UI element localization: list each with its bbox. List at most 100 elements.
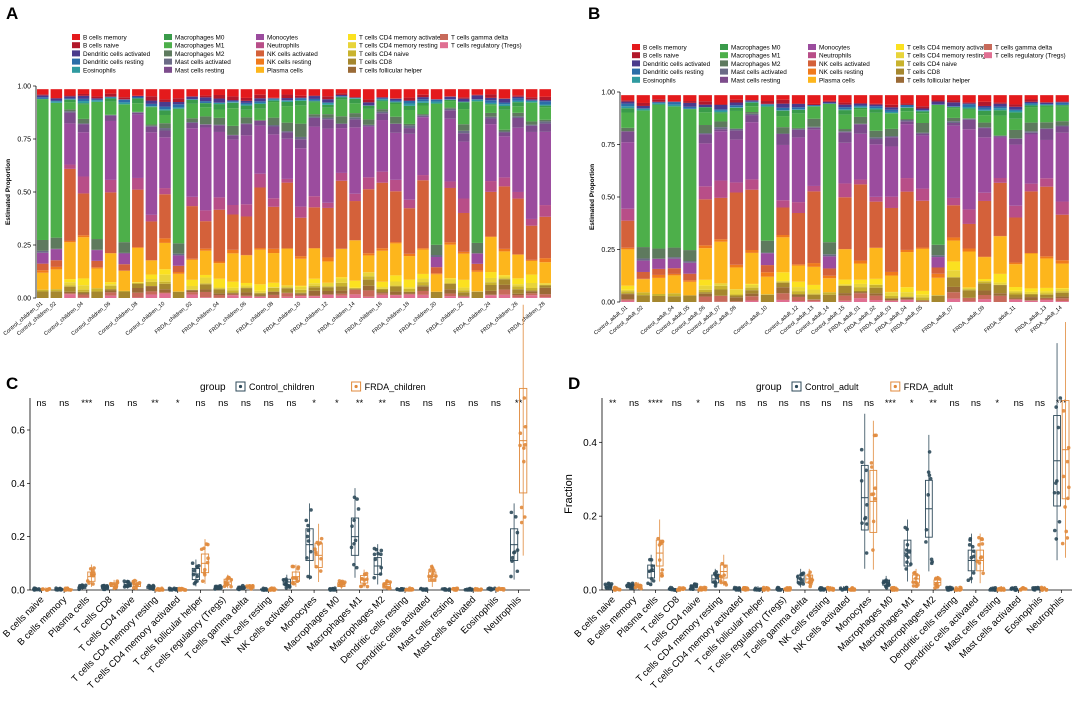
bar-segment (444, 244, 456, 279)
bar-segment (376, 293, 389, 295)
bar-segment (760, 103, 775, 105)
bar-segment (539, 105, 551, 108)
bar-segment (791, 109, 806, 110)
bar-segment (362, 285, 375, 291)
bar-segment (1040, 186, 1054, 257)
bar-segment (1040, 104, 1054, 105)
bar-segment (729, 301, 743, 302)
significance-label: * (696, 398, 700, 409)
legend-group-label: Control_children (249, 382, 315, 392)
legend-swatch (72, 66, 80, 73)
frda-point (935, 581, 939, 586)
bar-segment (376, 288, 389, 290)
frda-point (319, 556, 323, 561)
control-point (736, 587, 741, 592)
bar-segment (931, 104, 945, 245)
bar-segment (362, 253, 375, 256)
bar-segment (621, 100, 635, 102)
control-point (447, 587, 452, 591)
control-point (283, 582, 287, 587)
bar-segment (1040, 128, 1054, 130)
bar-segment (295, 217, 307, 257)
bar-segment (853, 105, 868, 107)
bar-segment (915, 247, 930, 249)
bar-segment (227, 139, 239, 206)
frda-point (183, 588, 187, 592)
significance-label: ** (929, 398, 937, 409)
bar-segment (525, 288, 538, 291)
bar-segment (104, 253, 117, 283)
legend-swatch (164, 50, 172, 57)
bar-segment (295, 123, 307, 137)
legend-swatch (896, 44, 904, 50)
bar-segment (652, 277, 666, 294)
bar-segment (322, 128, 334, 203)
bar-segment (791, 137, 806, 203)
control-point (796, 580, 801, 585)
bar-segment (376, 287, 389, 289)
bar-segment (729, 95, 743, 100)
y-tick-label: 0.25 (17, 243, 31, 250)
bar-segment (50, 101, 63, 103)
bar-segment (227, 135, 239, 140)
bar-segment (362, 105, 375, 109)
bar-segment (1040, 95, 1054, 103)
bar-segment (376, 97, 389, 99)
bar-segment (714, 131, 728, 181)
bar-segment (915, 200, 930, 248)
bar-segment (118, 242, 131, 253)
bar-segment (931, 95, 945, 101)
bar-segment (791, 109, 806, 114)
bar-segment (430, 244, 443, 255)
bar-segment (186, 122, 198, 124)
bar-segment (1055, 125, 1069, 127)
bar-segment (745, 296, 759, 301)
bar-segment (884, 113, 899, 129)
significance-label: *** (885, 398, 896, 409)
control-point (350, 524, 354, 528)
significance-label: ns (843, 398, 853, 409)
bar-segment (104, 295, 117, 298)
bar-segment (240, 123, 253, 125)
frda-point (660, 568, 665, 572)
bar-segment (349, 240, 361, 281)
legend-swatch (348, 66, 356, 73)
bar-segment (199, 127, 212, 211)
bar-segment (539, 216, 551, 259)
bar-segment (145, 124, 158, 126)
bar-segment (498, 129, 511, 132)
control-point (190, 561, 195, 566)
bar-segment (1024, 99, 1038, 102)
control-point (926, 493, 930, 497)
bar-segment (91, 98, 103, 100)
y-tick-label: 1.00 (17, 84, 31, 91)
bar-segment (512, 112, 524, 117)
bar-segment (213, 131, 226, 198)
bar-segment (485, 277, 497, 283)
bar-segment (444, 278, 456, 280)
control-point (490, 587, 495, 592)
frda-point (937, 577, 942, 581)
control-point (195, 574, 200, 579)
bar-segment (838, 293, 852, 296)
bar-segment (1009, 144, 1023, 206)
bar-segment (838, 295, 852, 301)
frda-point (981, 571, 985, 576)
bar-segment (485, 282, 497, 286)
bar-segment (186, 118, 198, 123)
bar-segment (900, 252, 914, 288)
bar-segment (745, 101, 759, 103)
frda-point (892, 585, 896, 590)
legend-swatch (164, 58, 172, 65)
bar-segment (1040, 122, 1054, 129)
bar-segment (869, 137, 883, 140)
bar-segment (376, 171, 389, 183)
legend-swatch (896, 60, 904, 67)
bar-segment (132, 282, 144, 283)
bar-segment (159, 130, 171, 138)
bar-segment (776, 99, 790, 104)
bar-segment (714, 104, 728, 110)
bar-segment (254, 295, 266, 297)
control-point (603, 582, 608, 587)
bar-segment (281, 182, 293, 249)
